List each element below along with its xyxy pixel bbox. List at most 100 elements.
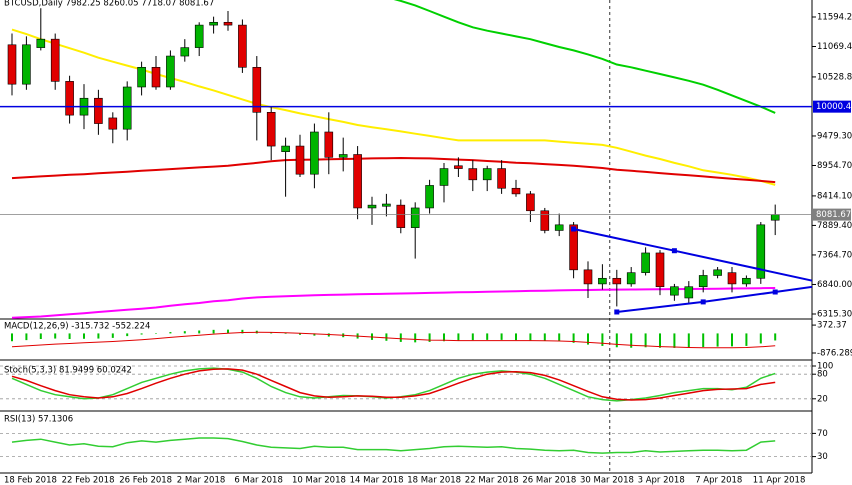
- histogram-bar: [687, 333, 690, 348]
- y-tick-label: 372.37: [817, 321, 847, 331]
- y-tick-label: 100: [817, 362, 833, 372]
- candle-body: [526, 193, 535, 212]
- candle-body: [180, 47, 190, 57]
- candle-body: [439, 168, 449, 186]
- y-tick-label: 6315.30: [817, 309, 852, 319]
- candle-body: [598, 277, 607, 285]
- histogram-bar: [558, 333, 561, 342]
- histogram-bar: [399, 333, 402, 342]
- candle-body: [454, 165, 463, 169]
- histogram-bar: [241, 329, 244, 334]
- histogram-bar: [731, 333, 733, 347]
- candle-body: [410, 207, 420, 228]
- panel-title: Stoch(5,3,3) 81.9499 60.0242: [4, 366, 132, 376]
- x-tick-label: 3 Apr 2018: [638, 476, 685, 485]
- candle-body: [194, 24, 204, 48]
- price-label: 10000.41: [816, 102, 852, 112]
- candle-body: [713, 269, 722, 276]
- histogram-bar: [126, 333, 129, 337]
- x-tick-label: 30 Mar 2018: [580, 476, 634, 485]
- panel: [0, 432, 812, 458]
- histogram-bar: [169, 332, 172, 334]
- y-tick-label: 10528.80: [817, 72, 852, 82]
- histogram-bar: [615, 333, 618, 348]
- y-tick-label: 11069.40: [817, 42, 852, 52]
- candle-body: [252, 66, 262, 113]
- candle-body: [612, 277, 622, 285]
- y-tick-label: 30: [817, 452, 828, 462]
- candle-body: [727, 272, 737, 285]
- candle-body: [756, 224, 766, 279]
- histogram-bar: [212, 329, 215, 334]
- histogram-bar: [774, 333, 777, 341]
- panel: [0, 0, 812, 319]
- histogram-bar: [659, 333, 661, 348]
- candle-body: [770, 214, 780, 221]
- histogram-bar: [54, 333, 57, 339]
- candle-body: [497, 168, 506, 189]
- histogram-bar: [111, 333, 114, 338]
- x-tick-label: 14 Mar 2018: [350, 476, 404, 485]
- histogram-bar: [25, 333, 28, 341]
- candle-body: [655, 252, 665, 288]
- histogram-bar: [299, 333, 301, 335]
- candle-body: [324, 131, 334, 158]
- line: [11, 287, 776, 319]
- candle-body: [511, 187, 521, 195]
- candle-body: [698, 275, 708, 288]
- y-tick-label: 8414.10: [817, 191, 852, 201]
- panel-title: RSI(13) 57.1306: [4, 415, 73, 425]
- candle-body: [425, 185, 434, 209]
- candle-body: [94, 97, 103, 124]
- candle-body: [295, 145, 305, 175]
- candle-body: [367, 204, 377, 209]
- histogram-bar: [428, 333, 431, 342]
- candle-body: [50, 38, 60, 82]
- histogram-bar: [97, 333, 100, 339]
- histogram-bar: [385, 333, 388, 341]
- candle-body: [569, 224, 578, 271]
- line: [11, 368, 776, 401]
- candle-body: [310, 131, 319, 175]
- histogram-bar: [702, 333, 705, 348]
- candle-body: [7, 44, 17, 85]
- y-tick-label: 6840.00: [817, 280, 852, 290]
- candle-body: [641, 252, 650, 273]
- candle-body: [583, 269, 593, 285]
- candle-body: [166, 55, 175, 88]
- trendline-anchor: [571, 226, 577, 232]
- line: [11, 156, 776, 184]
- x-tick-label: 2 Mar 2018: [177, 476, 225, 485]
- y-tick-label: 11594.20: [817, 12, 852, 22]
- histogram-bar: [313, 333, 316, 336]
- candle-body: [137, 66, 146, 88]
- panel: [0, 365, 812, 402]
- histogram-bar: [759, 333, 762, 344]
- x-tick-label: 26 Feb 2018: [119, 476, 172, 485]
- candle-body: [281, 145, 290, 152]
- histogram-bar: [515, 333, 517, 341]
- histogram-bar: [155, 333, 157, 334]
- candle-body: [482, 168, 492, 181]
- histogram-bar: [587, 333, 589, 345]
- x-tick-label: 7 Apr 2018: [695, 476, 742, 485]
- histogram-bar: [486, 333, 489, 340]
- histogram-bar: [83, 333, 85, 339]
- x-tick-label: 26 Mar 2018: [522, 476, 576, 485]
- candle-body: [396, 204, 406, 228]
- histogram-bar: [673, 333, 676, 348]
- y-tick-label: 70: [817, 429, 828, 439]
- x-tick-label: 18 Feb 2018: [4, 476, 57, 485]
- candle-body: [554, 224, 564, 231]
- histogram-bar: [39, 333, 42, 339]
- trendline-anchor: [614, 309, 620, 315]
- x-tick-label: 22 Mar 2018: [465, 476, 519, 485]
- histogram-bar: [414, 333, 417, 343]
- line: [393, 0, 776, 114]
- candle-body: [626, 272, 636, 285]
- x-tick-label: 11 Apr 2018: [753, 476, 806, 485]
- candle-body: [209, 21, 218, 26]
- candle-body: [540, 210, 550, 231]
- y-tick-label: 7889.40: [817, 221, 852, 231]
